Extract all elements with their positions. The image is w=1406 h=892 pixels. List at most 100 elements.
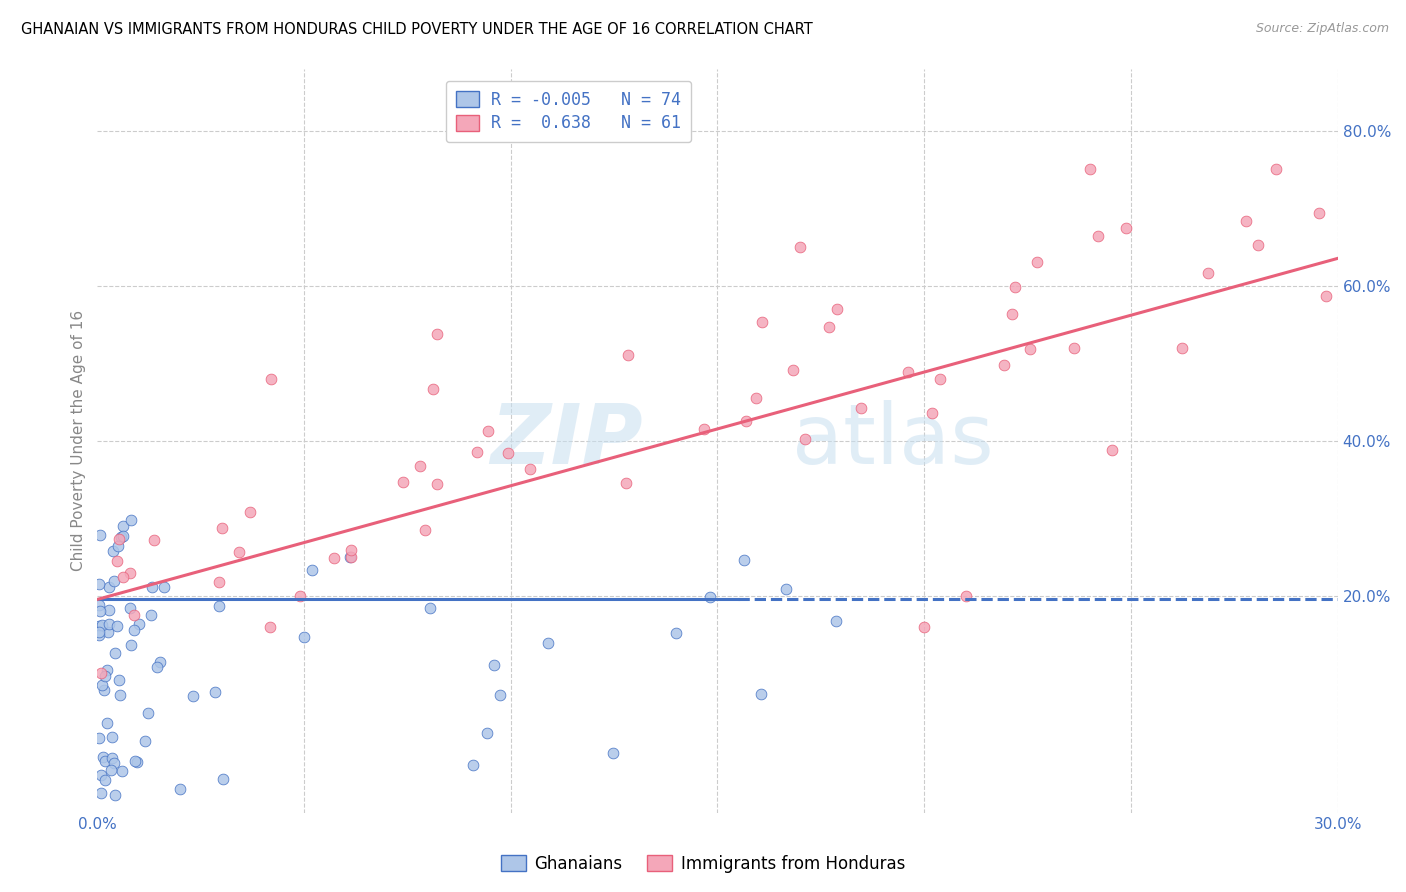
Point (122, 623, 145, 637)
Point (1078, 162, 1101, 177)
Point (392, 475, 415, 489)
Point (789, 240, 811, 254)
Point (112, 570, 135, 584)
Point (955, 589, 977, 603)
Point (89, 577, 111, 591)
Point (93, 683, 115, 698)
Point (260, 372, 283, 386)
Point (1115, 220, 1137, 235)
Point (1063, 341, 1085, 355)
Point (259, 619, 281, 633)
Point (169, 782, 191, 797)
Point (426, 327, 449, 342)
Point (208, 574, 231, 589)
Point (1004, 280, 1026, 294)
Legend: Ghanaians, Immigrants from Honduras: Ghanaians, Immigrants from Honduras (495, 848, 911, 880)
Point (118, 566, 141, 580)
Point (1001, 307, 1024, 321)
Point (782, 362, 804, 376)
Point (1087, 229, 1109, 244)
Point (929, 372, 952, 386)
Point (1264, 162, 1286, 177)
Point (614, 476, 637, 491)
Point (693, 422, 716, 436)
Point (477, 424, 499, 438)
Point (100, 730, 122, 744)
Point (122, 607, 145, 622)
Point (733, 553, 755, 567)
Text: Source: ZipAtlas.com: Source: ZipAtlas.com (1256, 22, 1389, 36)
Point (89, 619, 111, 633)
Point (139, 607, 162, 622)
Point (118, 600, 141, 615)
Point (111, 519, 134, 533)
Point (897, 365, 920, 379)
Point (519, 462, 541, 476)
Point (340, 549, 363, 564)
Point (1308, 205, 1330, 219)
Point (208, 599, 231, 614)
Point (465, 445, 488, 459)
Point (211, 521, 233, 535)
Point (125, 756, 148, 770)
Point (409, 458, 432, 473)
Point (1247, 238, 1270, 252)
Point (775, 582, 797, 596)
Point (1171, 341, 1194, 355)
Point (204, 684, 226, 698)
Point (1234, 213, 1257, 227)
Point (108, 533, 131, 547)
Point (93, 754, 115, 768)
Point (93, 669, 115, 683)
Point (98, 602, 121, 616)
Point (211, 772, 233, 786)
Point (103, 756, 125, 771)
Point (97, 624, 120, 639)
Point (1019, 342, 1042, 356)
Point (89, 527, 111, 541)
Point (89, 731, 111, 746)
Point (124, 754, 146, 768)
Y-axis label: Child Poverty Under the Age of 16: Child Poverty Under the Age of 16 (72, 310, 86, 571)
Point (107, 539, 129, 553)
Point (120, 513, 142, 527)
Point (181, 689, 204, 703)
Point (301, 564, 323, 578)
Text: ZIP: ZIP (491, 400, 643, 481)
Point (90, 786, 112, 800)
Point (134, 734, 156, 748)
Point (1101, 443, 1123, 458)
Point (825, 301, 848, 316)
Point (111, 529, 134, 543)
Point (110, 530, 132, 544)
Point (104, 646, 127, 660)
Point (228, 545, 250, 559)
Point (921, 406, 943, 420)
Point (993, 359, 1015, 373)
Point (100, 763, 122, 777)
Point (339, 543, 361, 558)
Point (1197, 266, 1219, 280)
Point (488, 688, 510, 702)
Point (91, 678, 114, 692)
Point (101, 544, 124, 558)
Point (849, 401, 872, 415)
Legend: R = -0.005   N = 74, R =  0.638   N = 61: R = -0.005 N = 74, R = 0.638 N = 61 (446, 80, 692, 143)
Point (98, 616, 121, 631)
Point (699, 590, 721, 604)
Point (89, 625, 111, 640)
Point (96, 663, 118, 677)
Point (152, 580, 174, 594)
Text: GHANAIAN VS IMMIGRANTS FROM HONDURAS CHILD POVERTY UNDER THE AGE OF 16 CORRELATI: GHANAIAN VS IMMIGRANTS FROM HONDURAS CHI… (21, 22, 813, 37)
Point (426, 477, 449, 491)
Point (818, 319, 841, 334)
Point (90, 768, 112, 782)
Point (825, 614, 848, 628)
Point (665, 626, 688, 640)
Point (477, 726, 499, 740)
Text: atlas: atlas (792, 400, 994, 481)
Point (136, 706, 159, 721)
Point (912, 619, 935, 633)
Point (339, 550, 361, 565)
Point (239, 505, 262, 519)
